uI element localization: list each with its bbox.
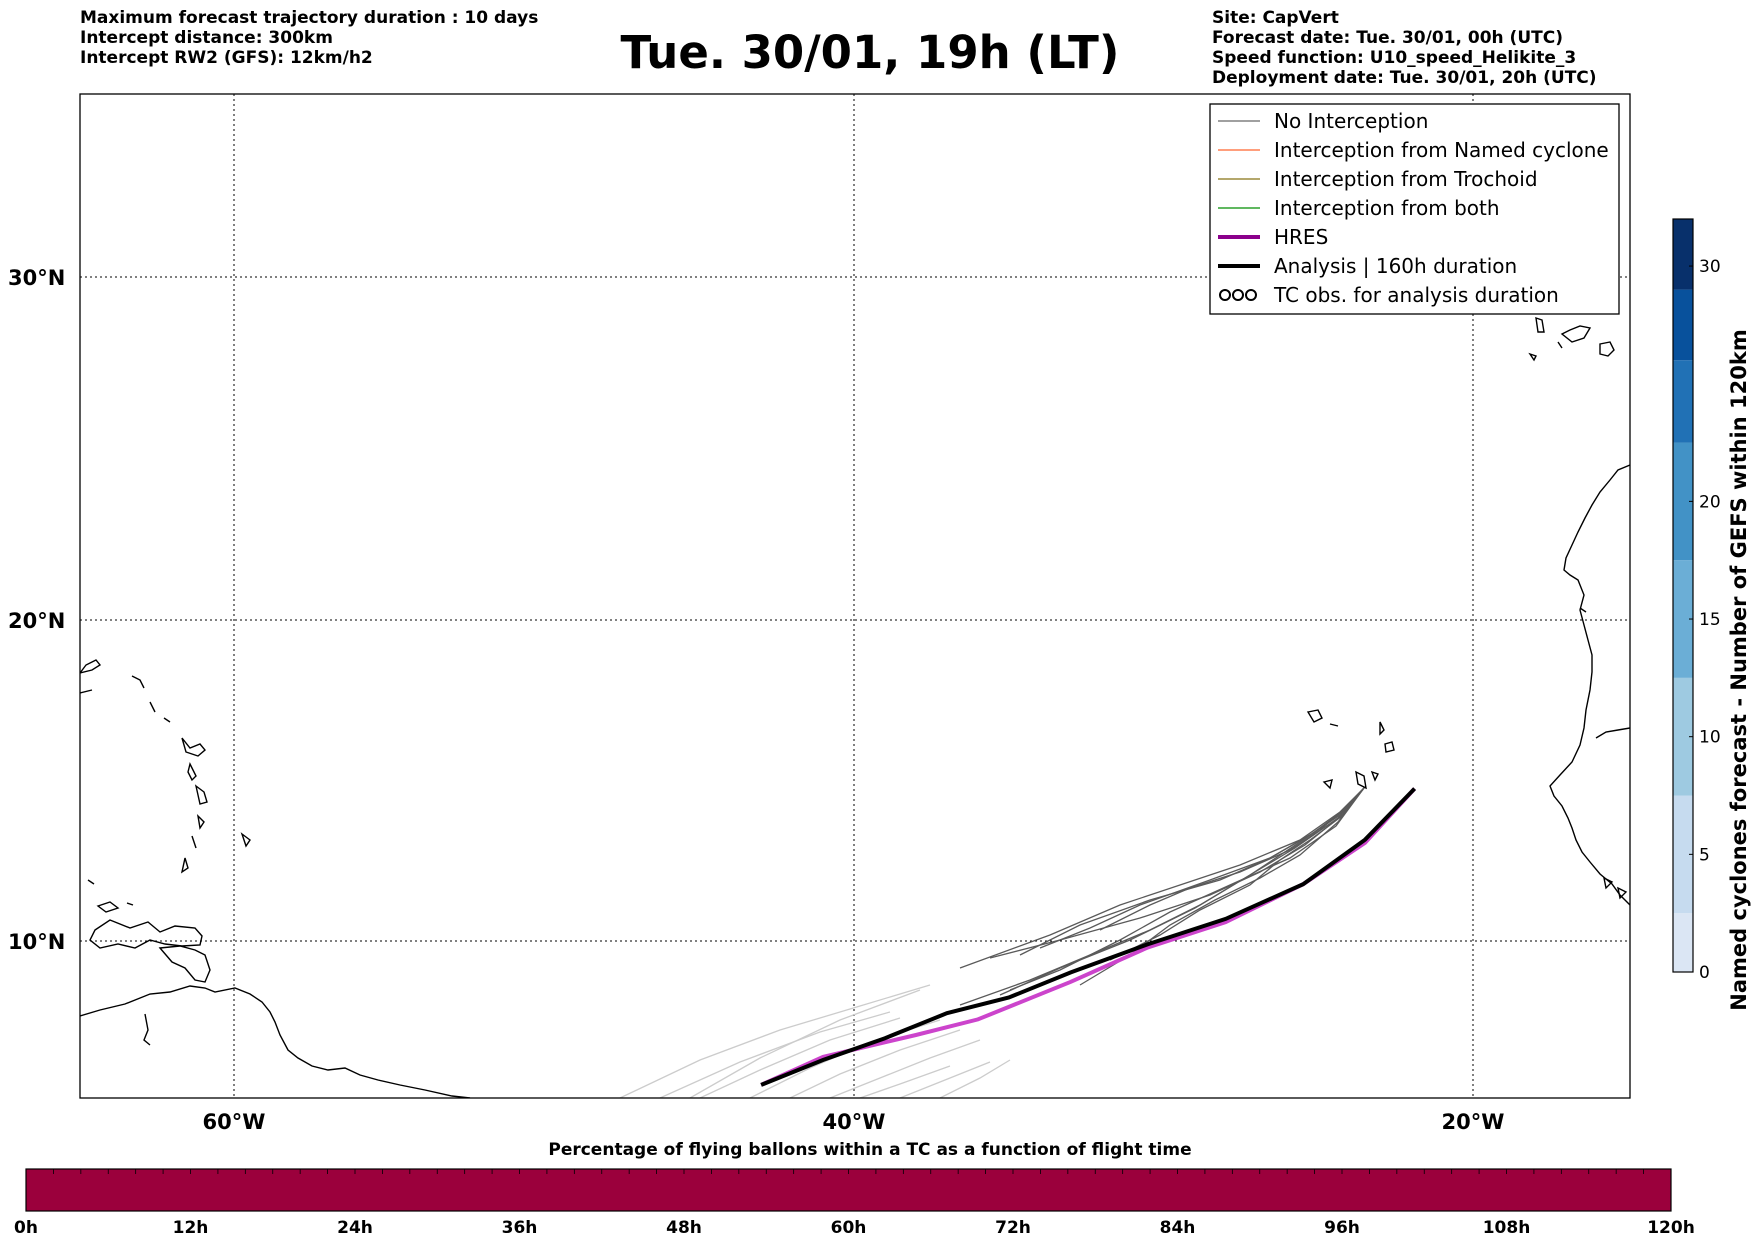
time-bar-fill	[25, 1168, 1672, 1212]
time-bar-tick-label: 84h	[1160, 1218, 1196, 1238]
time-bar-tick-label: 48h	[666, 1218, 702, 1238]
time-bar-tick-label: 72h	[995, 1218, 1031, 1238]
colorbar-tick-label: 15	[1699, 610, 1721, 630]
colorbar-tick-label: 0	[1699, 963, 1710, 983]
header-intercept-rw2: Intercept RW2 (GFS): 12km/h2	[80, 48, 373, 68]
time-bar-tick-label: 0h	[14, 1218, 38, 1238]
legend-label-7: TC obs. for analysis duration	[1273, 283, 1559, 307]
time-bar: 0h 12h 24h 36h 48h 60h 72h 84h 96h 108h 120h	[14, 1168, 1695, 1238]
colorbar-segment	[1673, 913, 1693, 972]
colorbar-tick-label: 30	[1699, 257, 1721, 277]
legend-label-6: Analysis | 160h duration	[1274, 254, 1517, 278]
header-deployment-date: Deployment date: Tue. 30/01, 20h (UTC)	[1212, 68, 1597, 88]
legend-label-1: No Interception	[1274, 109, 1428, 133]
colorbar-tick-label: 5	[1699, 845, 1710, 865]
header-intercept-distance: Intercept distance: 300km	[80, 28, 333, 48]
legend-box	[1209, 103, 1620, 315]
legend-symbol-tc-obs	[1245, 289, 1257, 301]
header-max-duration: Maximum forecast trajectory duration : 1…	[80, 8, 539, 28]
colorbar-segment	[1673, 560, 1693, 678]
colorbar-segment	[1673, 677, 1693, 796]
legend-symbol-tc-obs	[1232, 289, 1244, 301]
colorbar-segment	[1673, 795, 1693, 914]
time-bar-tick-label: 120h	[1647, 1218, 1695, 1238]
lon-tick-60w: 60°W	[203, 1110, 266, 1134]
time-bar-title: Percentage of flying ballons within a TC…	[548, 1140, 1192, 1160]
coastlines	[80, 316, 1630, 1098]
legend-label-2: Interception from Named cyclone	[1274, 138, 1609, 162]
analysis-trajectory	[760, 787, 1417, 1087]
header-site: Site: CapVert	[1212, 8, 1339, 28]
lat-tick-20n: 20°N	[8, 609, 65, 633]
header-forecast-date: Forecast date: Tue. 30/01, 00h (UTC)	[1212, 28, 1563, 48]
map-frame	[79, 93, 1631, 1099]
legend-symbol-tc-obs	[1219, 289, 1231, 301]
colorbar-frame	[1672, 218, 1694, 973]
time-bar-tick-label: 24h	[337, 1218, 373, 1238]
legend: No Interception Interception from Named c…	[1209, 103, 1620, 315]
legend-label-4: Interception from both	[1274, 196, 1500, 220]
header-right-block: Site: CapVert Forecast date: Tue. 30/01,…	[1212, 8, 1597, 88]
time-bar-tick-label: 108h	[1483, 1218, 1531, 1238]
header-speed-function: Speed function: U10_speed_Helikite_3	[1212, 48, 1577, 68]
colorbar-segment	[1673, 360, 1693, 443]
colorbar-segment	[1673, 442, 1693, 561]
colorbar-tick-label: 20	[1699, 492, 1721, 512]
page-title: Tue. 30/01, 19h (LT)	[620, 26, 1120, 79]
header-left-block: Maximum forecast trajectory duration : 1…	[80, 8, 538, 68]
colorbar-segment	[1673, 289, 1693, 361]
colorbar-label: Named cyclones forecast - Number of GEFS…	[1727, 329, 1751, 1010]
legend-label-3: Interception from Trochoid	[1274, 167, 1538, 191]
time-bar-tick-label: 60h	[831, 1218, 867, 1238]
lat-tick-30n: 30°N	[8, 266, 65, 290]
time-bar-tick-label: 96h	[1324, 1218, 1360, 1238]
time-bar-tick-label: 12h	[173, 1218, 209, 1238]
lon-tick-40w: 40°W	[823, 1110, 886, 1134]
lat-tick-10n: 10°N	[8, 930, 65, 954]
lon-tick-20w: 20°W	[1442, 1110, 1505, 1134]
colorbar-segment	[1673, 219, 1693, 290]
colorbar-tick-label: 10	[1699, 728, 1721, 748]
colorbar: 0 5 10 15 20 30	[1672, 218, 1721, 983]
legend-label-5: HRES	[1274, 225, 1328, 249]
time-bar-tick-label: 36h	[502, 1218, 538, 1238]
